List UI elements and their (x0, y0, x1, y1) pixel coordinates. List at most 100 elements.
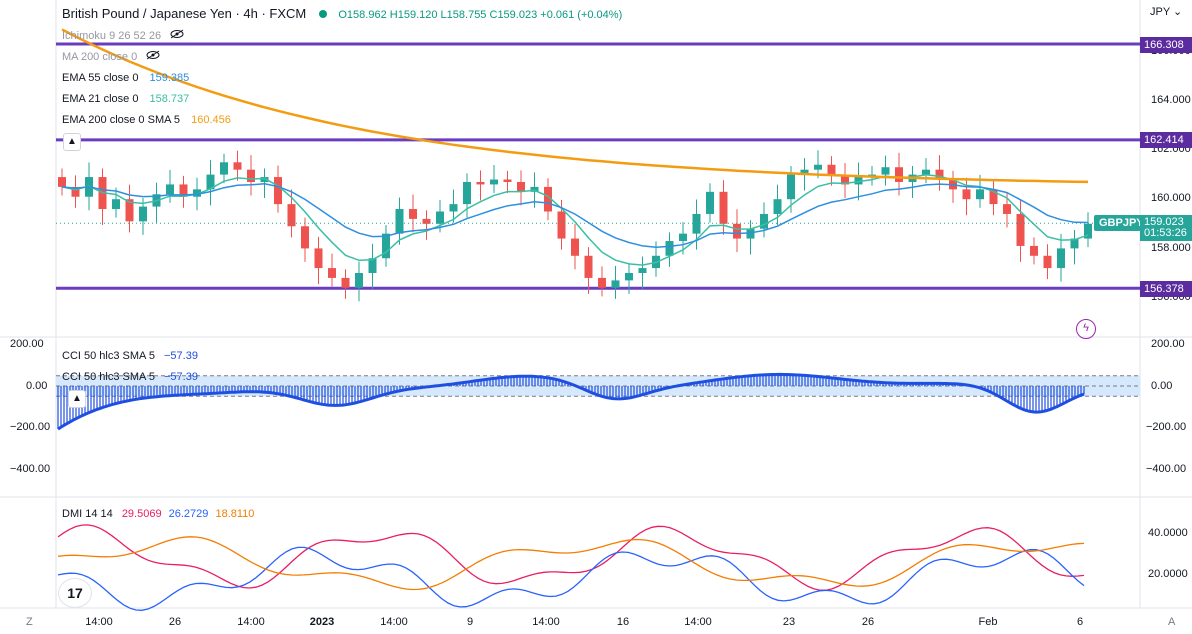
time-tick: 14:00 (532, 616, 560, 628)
cci-legend-2[interactable]: CCI 50 hlc3 SMA 5 −57.39 (62, 370, 198, 384)
candle-body (989, 189, 998, 205)
last-price-tag: 159.023 01:53:26 (1140, 215, 1192, 241)
collapse-cci-button[interactable]: ▲ (68, 390, 86, 408)
candle-body (409, 209, 417, 219)
candle-body (422, 218, 431, 224)
candle-body (962, 189, 971, 200)
candle-body (341, 277, 350, 288)
candle-body (1084, 223, 1092, 239)
cci-tick-left: −400.00 (10, 463, 51, 475)
candle-body (382, 233, 390, 259)
chevron-down-icon: ⌄ (1173, 6, 1183, 18)
level-tag-156: 156.378 (1140, 281, 1192, 297)
dmi-tick: 20.0000 (1148, 568, 1188, 580)
cci-legend[interactable]: CCI 50 hlc3 SMA 5 −57.39 (62, 349, 198, 363)
zoom-reset-button[interactable]: Z (26, 616, 33, 628)
time-tick: 14:00 (85, 616, 113, 628)
ohlc-high: H159.120 (389, 9, 438, 21)
symbol-title[interactable]: British Pound / Japanese Yen · 4h · FXCM (62, 6, 307, 21)
candle-body (881, 167, 890, 175)
ema21-legend[interactable]: EMA 21 close 0 158.737 (62, 92, 189, 106)
ichimoku-legend[interactable]: Ichimoku 9 26 52 26 (62, 29, 184, 43)
candle-body (692, 213, 701, 234)
candle-body (476, 181, 485, 185)
cci-label-2: CCI 50 hlc3 SMA 5 (62, 371, 155, 383)
adx-value: 18.8110 (215, 508, 255, 520)
ma200-label: MA 200 close 0 (62, 51, 138, 63)
candle-body (395, 209, 404, 234)
cci-tick-left: 0.00 (26, 380, 48, 392)
candle-body (1030, 245, 1038, 256)
ohlc-low: L158.755 (440, 9, 487, 21)
candle-body (584, 255, 593, 278)
time-tick: 9 (466, 616, 474, 628)
cci-tick-left: 200.00 (10, 338, 44, 350)
candle-body (719, 191, 728, 224)
ema200-legend[interactable]: EMA 200 close 0 SMA 5 160.456 (62, 113, 231, 127)
ema21-label: EMA 21 close 0 (62, 93, 139, 105)
dmi-minus-value: 26.2729 (168, 508, 209, 520)
ema200-value: 160.456 (191, 114, 231, 126)
candle-body (733, 223, 741, 239)
tradingview-logo-icon[interactable]: 17 (58, 578, 92, 608)
candle-body (287, 204, 296, 227)
candle-body (827, 164, 836, 175)
candle-body (71, 186, 80, 197)
candle-body (503, 179, 512, 182)
candle-body (260, 177, 269, 182)
cci-value-2: −57.39 (164, 371, 198, 383)
candle-body (179, 184, 188, 197)
hidden-eye-icon[interactable] (146, 50, 160, 64)
currency-selector[interactable]: JPY ⌄ (1150, 6, 1183, 18)
dmi-legend[interactable]: DMI 14 14 29.5069 26.2729 18.8110 (62, 507, 254, 521)
candle-body (976, 189, 984, 200)
market-status-icon (319, 10, 328, 18)
candle-body (355, 273, 363, 288)
candle-body (814, 164, 822, 170)
candle-body (638, 268, 647, 273)
cci-label: CCI 50 hlc3 SMA 5 (62, 350, 155, 362)
hidden-eye-icon[interactable] (170, 29, 184, 43)
collapse-legend-button[interactable]: ▲ (63, 133, 81, 151)
cci-tick: 200.00 (1151, 338, 1185, 350)
ema55-line (61, 183, 1089, 249)
dmi-minus-line (57, 546, 1085, 611)
ema200-label: EMA 200 close 0 SMA 5 (62, 114, 181, 126)
ohlc-close: C159.023 (489, 9, 538, 21)
time-tick: 26 (168, 616, 182, 628)
candle-body (368, 258, 377, 273)
candle-body (760, 213, 768, 229)
time-tick: 26 (861, 616, 875, 628)
candle-body (517, 181, 525, 192)
candle-body (841, 174, 849, 185)
candle-body (193, 189, 201, 197)
time-tick: 23 (782, 616, 796, 628)
candle-body (1070, 238, 1079, 249)
last-price: 159.023 (1144, 216, 1184, 228)
cci-tick-left: −200.00 (10, 421, 51, 433)
candle-body (112, 199, 120, 210)
lightning-icon[interactable]: ϟ (1076, 319, 1096, 339)
ma200-legend[interactable]: MA 200 close 0 (62, 50, 160, 64)
candle-body (679, 233, 687, 242)
cci-tick: −400.00 (1146, 463, 1187, 475)
candle-body (935, 169, 944, 180)
candle-body (58, 177, 66, 187)
candle-body (854, 177, 863, 185)
dmi-plus-value: 29.5069 (121, 508, 162, 520)
candle-body (328, 268, 336, 278)
level-tag-162: 162.414 (1140, 132, 1192, 148)
auto-scale-button[interactable]: A (1168, 616, 1176, 628)
candle-body (922, 169, 930, 175)
candle-body (247, 169, 255, 182)
candle-body (800, 169, 809, 175)
candle-body (125, 199, 134, 222)
ema55-legend[interactable]: EMA 55 close 0 159.385 (62, 71, 189, 85)
candle-body (463, 181, 471, 205)
dmi-label: DMI 14 14 (62, 508, 113, 520)
time-tick: Feb (978, 616, 998, 628)
candle-body (665, 241, 674, 256)
cci-line (57, 372, 1085, 431)
adx-line (57, 536, 1085, 591)
